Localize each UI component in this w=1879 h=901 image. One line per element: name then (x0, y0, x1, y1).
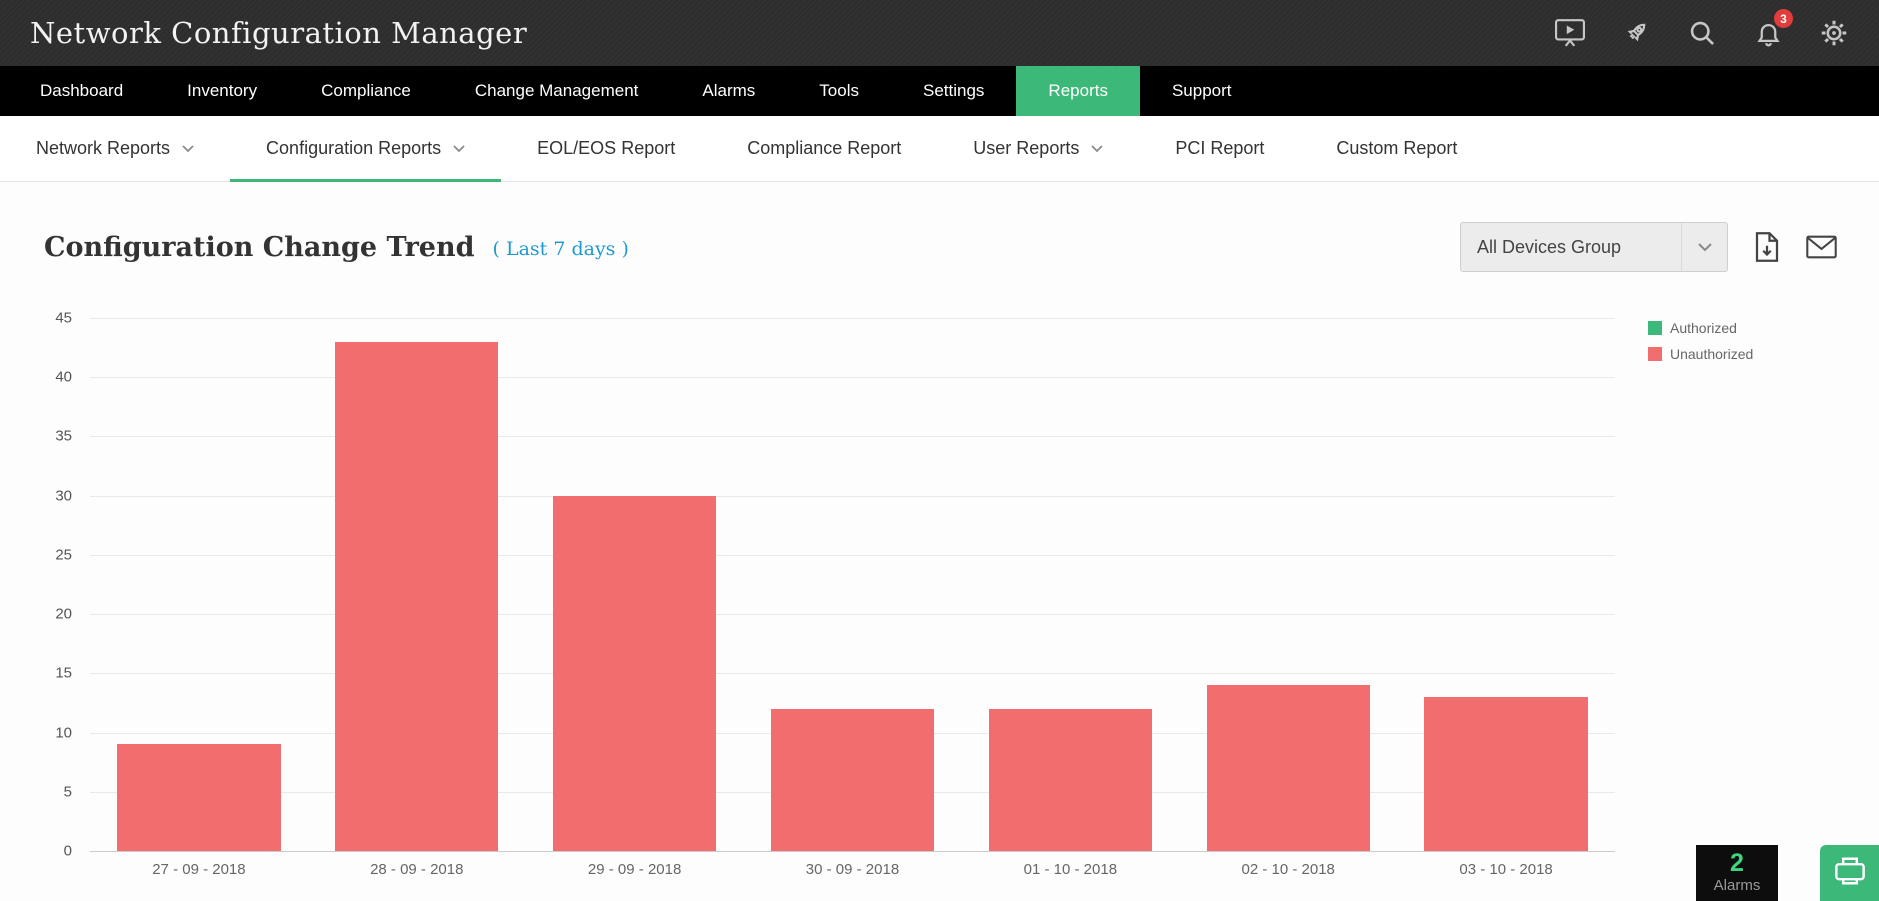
y-tick-label: 25 (55, 546, 72, 564)
bar-unauthorized[interactable] (552, 495, 717, 851)
chevron-down-icon (182, 144, 194, 153)
chart-gridline (90, 851, 1615, 852)
report-header: Configuration Change Trend ( Last 7 days… (0, 182, 1879, 272)
bar-unauthorized[interactable] (770, 708, 935, 851)
legend-label: Authorized (1670, 320, 1737, 336)
y-tick-label: 10 (55, 724, 72, 742)
search-icon[interactable] (1687, 18, 1717, 48)
topbar-icon-group: 3 (1555, 9, 1849, 48)
subnav-item-label: Compliance Report (747, 138, 902, 158)
chart-legend: Authorized Unauthorized (1648, 320, 1753, 372)
legend-label: Unauthorized (1670, 346, 1754, 362)
legend-item-authorized[interactable]: Authorized (1648, 320, 1753, 336)
nav-item-inventory[interactable]: Inventory (187, 81, 258, 100)
chat-icon (1833, 856, 1867, 891)
bar-unauthorized[interactable] (1424, 697, 1588, 851)
main-nav: Dashboard Inventory Compliance Change Manag… (0, 66, 1879, 116)
subnav-item-label: Network Reports (36, 138, 171, 158)
chart-gridline (90, 377, 1615, 379)
x-tick-label: 03 - 10 - 2018 (1459, 861, 1553, 878)
bar-unauthorized[interactable] (1206, 685, 1370, 851)
y-tick-label: 15 (55, 664, 72, 682)
x-tick-label: 28 - 09 - 2018 (370, 861, 464, 878)
subnav-item-pci-report[interactable]: PCI Report (1139, 116, 1300, 181)
sub-nav: Network Reports Configuration Reports EOL/… (0, 116, 1879, 182)
chat-widget-button[interactable] (1820, 845, 1879, 901)
alarms-widget[interactable]: 2 Alarms (1696, 845, 1778, 901)
x-tick-label: 29 - 09 - 2018 (587, 861, 682, 878)
top-bar: Network Configuration Manager (0, 0, 1879, 66)
x-tick-label: 30 - 09 - 2018 (805, 861, 900, 878)
subnav-item-label: Custom Report (1336, 138, 1458, 158)
chart-gridline (90, 673, 1615, 675)
subnav-item-configuration-reports[interactable]: Configuration Reports (230, 116, 502, 182)
alarms-count: 2 (1730, 849, 1744, 877)
bar-unauthorized[interactable] (335, 341, 499, 851)
presentation-icon[interactable] (1555, 18, 1585, 48)
chart-gridline (90, 318, 1615, 319)
chart-gridline (90, 614, 1615, 616)
legend-swatch (1648, 321, 1662, 335)
chart-gridline (90, 436, 1615, 438)
x-tick-label: 02 - 10 - 2018 (1241, 861, 1335, 878)
chart-plot (90, 318, 1615, 852)
legend-item-unauthorized[interactable]: Unauthorized (1648, 346, 1753, 362)
report-content: Configuration Change Trend ( Last 7 days… (0, 182, 1879, 901)
report-period: ( Last 7 days ) (492, 238, 629, 260)
rocket-icon[interactable] (1621, 18, 1651, 48)
y-tick-label: 0 (63, 842, 72, 860)
chevron-down-icon (453, 144, 465, 153)
chevron-down-icon (1681, 223, 1727, 271)
nav-item-support[interactable]: Support (1171, 81, 1232, 100)
chevron-down-icon (1091, 144, 1103, 153)
nav-item-tools[interactable]: Tools (819, 81, 859, 100)
bar-unauthorized[interactable] (117, 744, 281, 851)
subnav-item-compliance-report[interactable]: Compliance Report (711, 116, 937, 181)
bell-icon[interactable]: 3 (1753, 9, 1793, 48)
subnav-item-label: PCI Report (1175, 138, 1265, 158)
alarms-label: Alarms (1713, 877, 1761, 894)
y-tick-label: 5 (63, 783, 72, 801)
chart-gridline (90, 495, 1615, 497)
chart-gridline (90, 554, 1615, 556)
chart-y-axis: 0 5 10 15 20 25 30 35 40 45 (0, 310, 82, 860)
device-group-select[interactable]: All Devices Group (1460, 222, 1728, 272)
y-tick-label: 30 (55, 487, 72, 505)
subnav-item-label: User Reports (973, 138, 1080, 158)
subnav-item-eol-eos-report[interactable]: EOL/EOS Report (501, 116, 711, 181)
chart-x-axis: 27 - 09 - 2018 28 - 09 - 2018 29 - 09 - 20… (90, 851, 1615, 887)
notification-badge: 3 (1774, 9, 1793, 28)
nav-item-compliance[interactable]: Compliance (321, 81, 411, 100)
nav-item-reports[interactable]: Reports (1016, 66, 1140, 116)
y-tick-label: 40 (55, 368, 72, 386)
x-tick-label: 27 - 09 - 2018 (152, 861, 246, 878)
y-tick-label: 35 (55, 427, 72, 445)
report-controls: All Devices Group (1460, 222, 1837, 272)
nav-item-dashboard[interactable]: Dashboard (40, 81, 124, 100)
bar-unauthorized[interactable] (988, 708, 1153, 851)
legend-swatch (1648, 347, 1662, 361)
device-group-select-value: All Devices Group (1477, 236, 1622, 257)
nav-item-change-management[interactable]: Change Management (474, 81, 639, 100)
subnav-item-network-reports[interactable]: Network Reports (0, 116, 230, 181)
subnav-item-user-reports[interactable]: User Reports (937, 116, 1139, 181)
x-tick-label: 01 - 10 - 2018 (1023, 861, 1118, 878)
nav-item-settings[interactable]: Settings (922, 81, 985, 100)
subnav-item-label: Configuration Reports (266, 138, 442, 158)
pdf-export-icon[interactable] (1754, 232, 1780, 262)
y-tick-label: 45 (55, 309, 72, 327)
subnav-item-custom-report[interactable]: Custom Report (1300, 116, 1493, 181)
email-report-icon[interactable] (1806, 235, 1837, 259)
nav-item-alarms[interactable]: Alarms (702, 81, 756, 100)
subnav-item-label: EOL/EOS Report (537, 138, 676, 158)
gear-icon[interactable] (1819, 18, 1849, 48)
y-tick-label: 20 (55, 605, 72, 623)
app-title: Network Configuration Manager (30, 16, 528, 50)
page-title: Configuration Change Trend (44, 231, 475, 263)
